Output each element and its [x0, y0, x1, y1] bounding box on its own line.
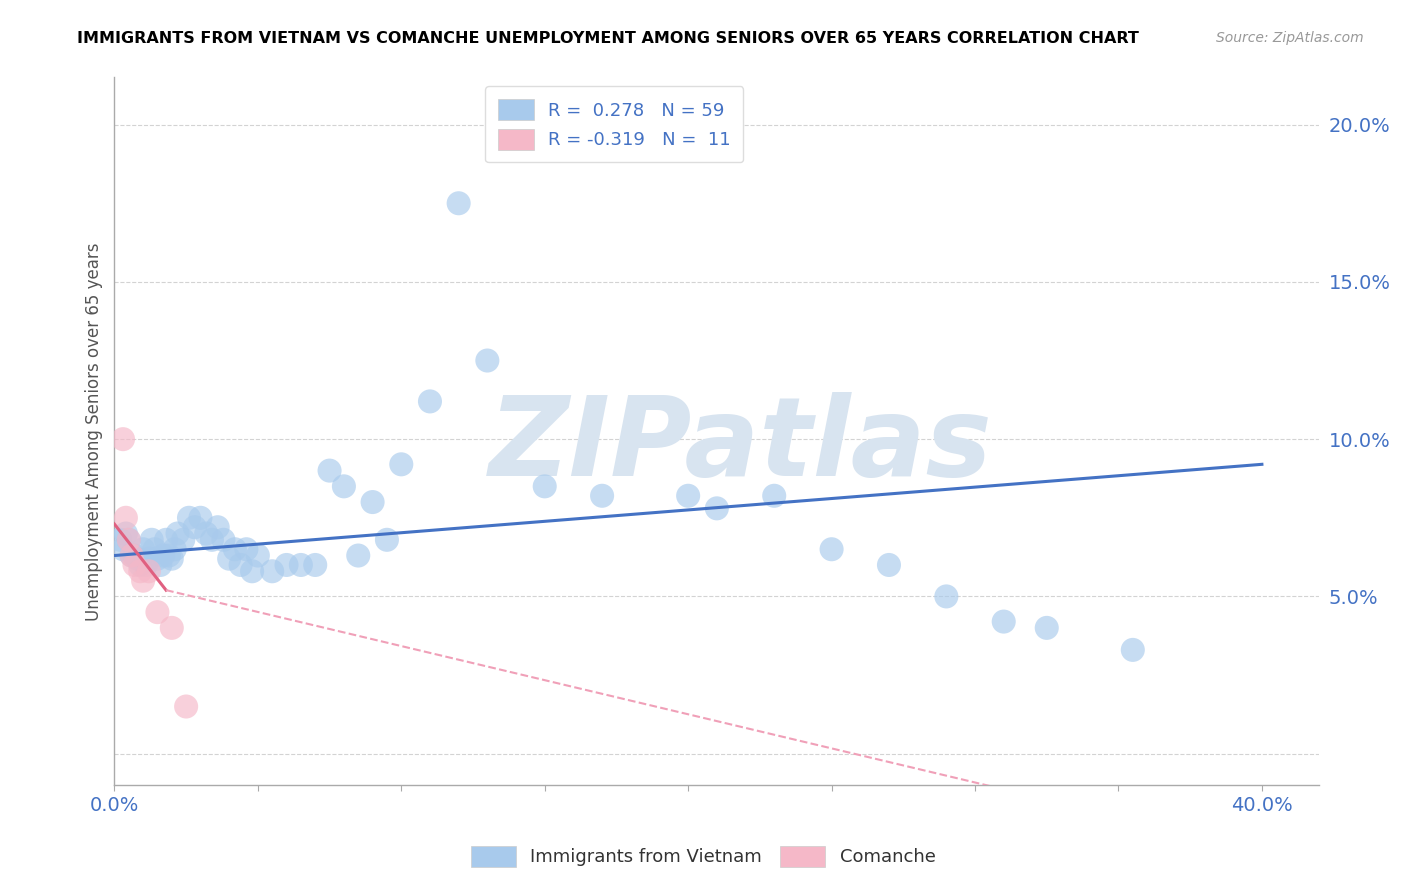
- Point: [121, 549, 143, 563]
- Point: [129, 558, 152, 572]
- Point: [447, 196, 470, 211]
- Point: [290, 558, 312, 572]
- Point: [155, 533, 177, 547]
- Point: [132, 574, 155, 588]
- Point: [375, 533, 398, 547]
- Legend: R =  0.278   N = 59, R = -0.319   N =  11: R = 0.278 N = 59, R = -0.319 N = 11: [485, 87, 744, 162]
- Point: [184, 520, 207, 534]
- Point: [201, 533, 224, 547]
- Point: [229, 558, 252, 572]
- Point: [333, 479, 356, 493]
- Point: [389, 458, 412, 472]
- Point: [240, 564, 263, 578]
- Point: [160, 621, 183, 635]
- Point: [118, 533, 141, 547]
- Point: [820, 542, 842, 557]
- Point: [160, 551, 183, 566]
- Point: [152, 549, 174, 563]
- Point: [118, 533, 141, 547]
- Point: [146, 605, 169, 619]
- Point: [706, 501, 728, 516]
- Point: [157, 549, 180, 563]
- Point: [246, 549, 269, 563]
- Point: [115, 526, 138, 541]
- Point: [262, 564, 284, 578]
- Point: [124, 549, 146, 563]
- Point: [318, 464, 340, 478]
- Point: [146, 551, 169, 566]
- Point: [111, 432, 134, 446]
- Point: [1122, 643, 1144, 657]
- Point: [591, 489, 613, 503]
- Point: [138, 564, 160, 578]
- Point: [361, 495, 384, 509]
- Point: [141, 533, 163, 547]
- Point: [190, 510, 212, 524]
- Point: [108, 533, 131, 547]
- Point: [304, 558, 326, 572]
- Text: Source: ZipAtlas.com: Source: ZipAtlas.com: [1216, 31, 1364, 45]
- Point: [174, 699, 197, 714]
- Text: ZIPatlas: ZIPatlas: [489, 392, 993, 499]
- Point: [132, 542, 155, 557]
- Point: [111, 542, 134, 557]
- Point: [993, 615, 1015, 629]
- Point: [347, 549, 370, 563]
- Legend: Immigrants from Vietnam, Comanche: Immigrants from Vietnam, Comanche: [464, 838, 942, 874]
- Point: [121, 549, 143, 563]
- Point: [143, 542, 166, 557]
- Point: [533, 479, 555, 493]
- Point: [138, 551, 160, 566]
- Point: [276, 558, 298, 572]
- Point: [127, 551, 149, 566]
- Point: [195, 526, 218, 541]
- Point: [676, 489, 699, 503]
- Point: [477, 353, 499, 368]
- Point: [129, 564, 152, 578]
- Point: [166, 526, 188, 541]
- Point: [149, 558, 172, 572]
- Point: [935, 590, 957, 604]
- Text: IMMIGRANTS FROM VIETNAM VS COMANCHE UNEMPLOYMENT AMONG SENIORS OVER 65 YEARS COR: IMMIGRANTS FROM VIETNAM VS COMANCHE UNEM…: [77, 31, 1139, 46]
- Point: [218, 551, 240, 566]
- Point: [135, 558, 157, 572]
- Y-axis label: Unemployment Among Seniors over 65 years: Unemployment Among Seniors over 65 years: [86, 242, 103, 621]
- Point: [235, 542, 257, 557]
- Point: [212, 533, 235, 547]
- Point: [224, 542, 246, 557]
- Point: [115, 510, 138, 524]
- Point: [177, 510, 200, 524]
- Point: [163, 542, 186, 557]
- Point: [207, 520, 229, 534]
- Point: [172, 533, 194, 547]
- Point: [1035, 621, 1057, 635]
- Point: [763, 489, 786, 503]
- Point: [124, 558, 146, 572]
- Point: [419, 394, 441, 409]
- Point: [877, 558, 900, 572]
